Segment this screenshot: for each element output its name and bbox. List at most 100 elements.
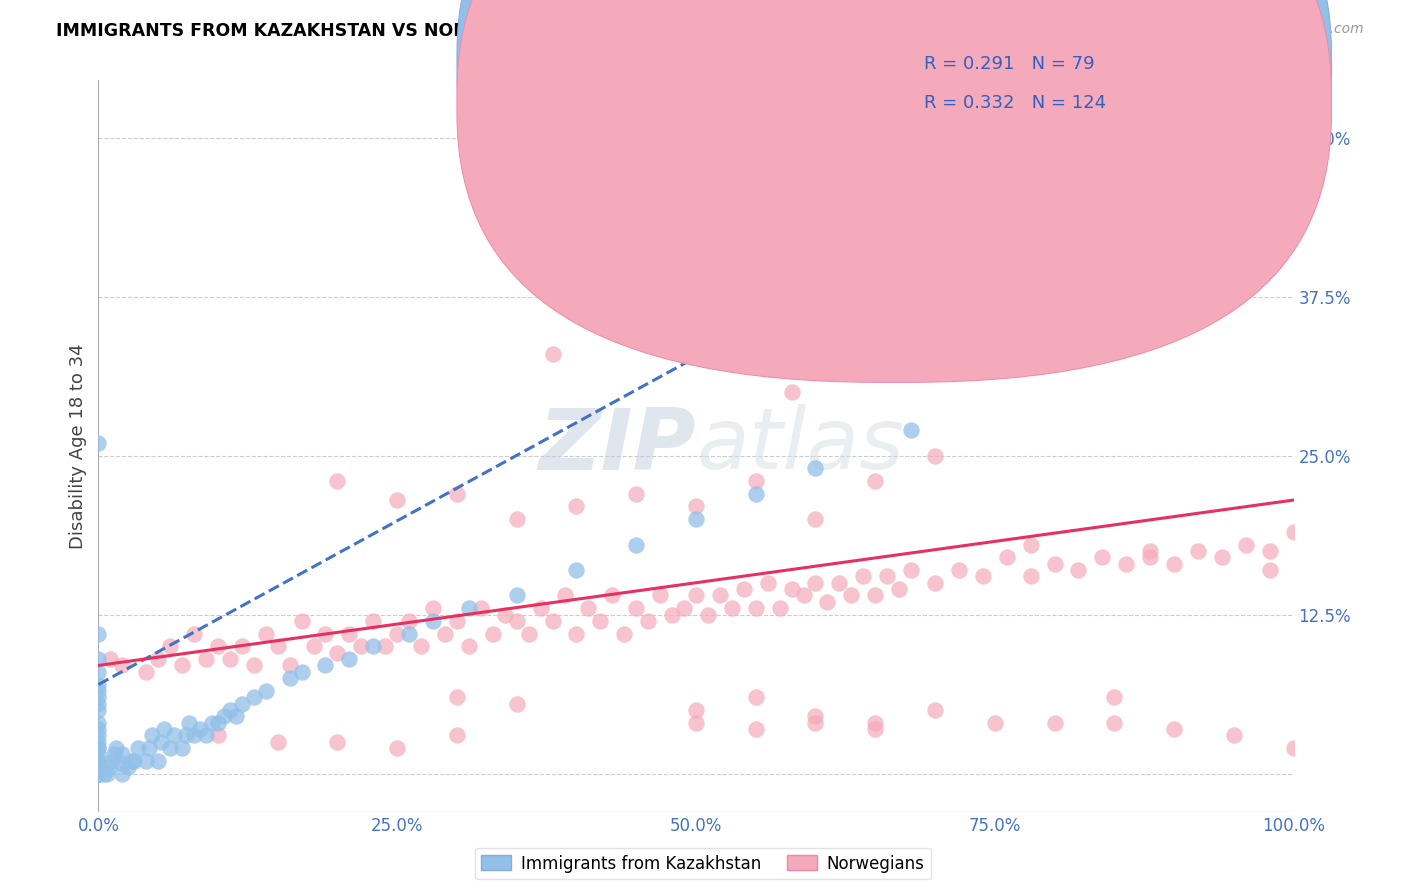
Point xyxy=(626,486,648,500)
Point xyxy=(793,589,815,603)
Point xyxy=(326,474,349,488)
Point xyxy=(470,601,492,615)
Point xyxy=(267,735,290,749)
Point xyxy=(105,741,128,756)
Point xyxy=(602,589,624,603)
Point xyxy=(201,715,224,730)
Point xyxy=(841,589,863,603)
Point xyxy=(326,646,349,660)
Point xyxy=(87,766,110,780)
Point xyxy=(541,347,564,361)
Point xyxy=(733,582,755,596)
Point xyxy=(745,601,768,615)
Point xyxy=(231,697,253,711)
Point xyxy=(350,640,373,654)
Legend: Immigrants from Kazakhstan, Norwegians: Immigrants from Kazakhstan, Norwegians xyxy=(475,848,931,880)
Point xyxy=(117,760,139,774)
Point xyxy=(804,575,827,590)
Point xyxy=(87,703,110,717)
Point xyxy=(87,677,110,691)
Point xyxy=(685,589,707,603)
Point xyxy=(446,486,468,500)
Point xyxy=(1234,538,1257,552)
Point xyxy=(924,575,946,590)
Point xyxy=(212,709,235,723)
Point xyxy=(87,766,110,780)
Point xyxy=(207,715,229,730)
Point xyxy=(852,569,875,583)
Text: ZIP: ZIP xyxy=(538,404,696,488)
Point xyxy=(613,626,636,640)
Point xyxy=(411,640,433,654)
Point xyxy=(828,575,851,590)
Point xyxy=(148,754,170,768)
Point xyxy=(87,766,110,780)
Point xyxy=(278,658,301,673)
Point xyxy=(225,709,247,723)
Point xyxy=(565,563,588,577)
Point xyxy=(745,486,768,500)
Point xyxy=(1104,690,1126,705)
Point xyxy=(506,589,529,603)
Point xyxy=(458,601,481,615)
Point xyxy=(506,697,529,711)
Point xyxy=(900,359,922,374)
Point xyxy=(127,741,149,756)
Point xyxy=(254,684,277,698)
Point xyxy=(780,384,803,399)
Point xyxy=(924,449,946,463)
Point xyxy=(745,690,768,705)
Point xyxy=(804,512,827,526)
Point xyxy=(278,671,301,685)
Point xyxy=(1104,715,1126,730)
Point xyxy=(87,722,110,736)
Point xyxy=(87,735,110,749)
Point xyxy=(174,728,197,742)
Point xyxy=(87,684,110,698)
Point xyxy=(685,715,707,730)
Point xyxy=(87,766,110,780)
Point xyxy=(87,652,110,666)
Point xyxy=(506,512,529,526)
Point xyxy=(195,728,218,742)
Point xyxy=(972,569,994,583)
Point xyxy=(422,614,444,628)
Point xyxy=(87,697,110,711)
Point xyxy=(148,652,170,666)
Point xyxy=(745,474,768,488)
Point xyxy=(124,754,146,768)
Point xyxy=(1019,538,1042,552)
Point xyxy=(815,595,838,609)
Point xyxy=(900,563,922,577)
Point xyxy=(87,754,110,768)
Point xyxy=(1139,544,1161,558)
Point xyxy=(135,754,157,768)
Point xyxy=(98,652,122,666)
Point xyxy=(363,614,385,628)
Point xyxy=(385,493,409,508)
Point xyxy=(267,640,290,654)
Point xyxy=(1139,550,1161,565)
Point xyxy=(565,500,588,514)
Point xyxy=(1163,557,1185,571)
Text: IMMIGRANTS FROM KAZAKHSTAN VS NORWEGIAN DISABILITY AGE 18 TO 34 CORRELATION CHAR: IMMIGRANTS FROM KAZAKHSTAN VS NORWEGIAN … xyxy=(56,22,1015,40)
Point xyxy=(626,538,648,552)
Point xyxy=(517,626,540,640)
Point xyxy=(756,575,779,590)
Point xyxy=(87,728,110,742)
Point xyxy=(87,760,110,774)
Point xyxy=(172,658,194,673)
Point xyxy=(103,747,125,762)
Point xyxy=(948,563,970,577)
Point xyxy=(1043,557,1066,571)
Point xyxy=(506,614,529,628)
Point xyxy=(315,658,337,673)
Point xyxy=(138,741,160,756)
Point xyxy=(661,130,683,145)
Point xyxy=(578,601,600,615)
Point xyxy=(195,652,218,666)
Point xyxy=(865,715,887,730)
Point xyxy=(1211,550,1233,565)
Point xyxy=(565,626,588,640)
Point xyxy=(446,614,468,628)
